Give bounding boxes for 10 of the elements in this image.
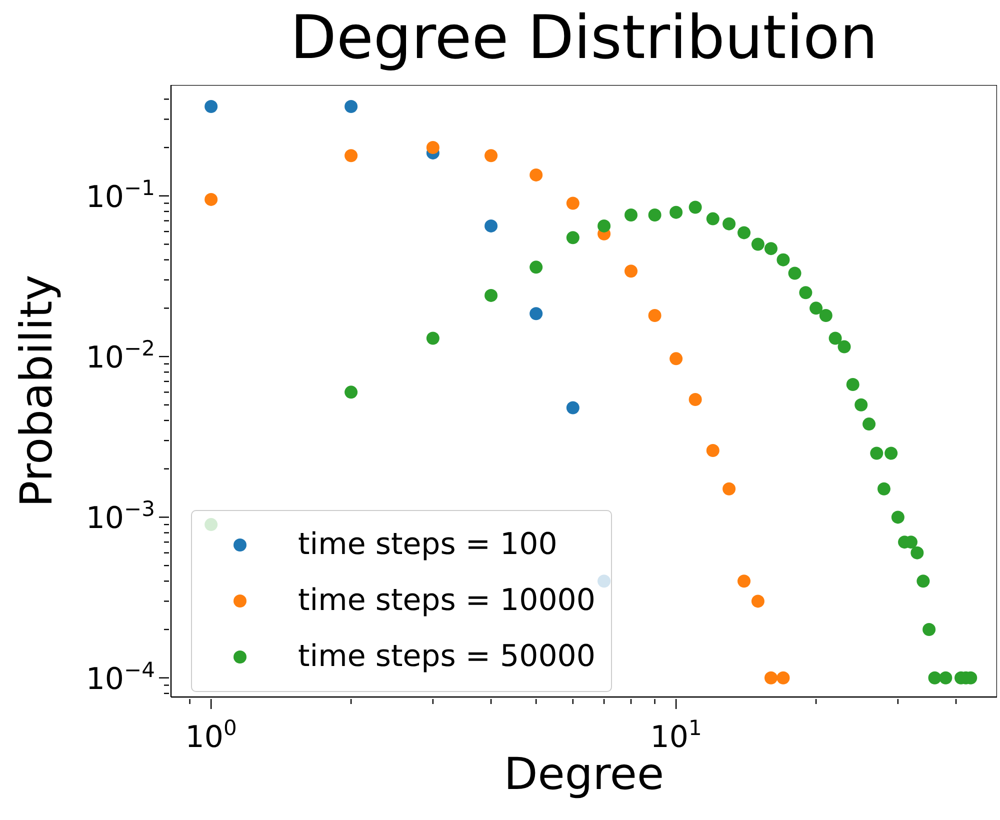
legend-label: time steps = 10000: [298, 582, 596, 620]
chart-title: Degree Distribution: [289, 2, 879, 75]
legend-label: time steps = 100: [298, 526, 558, 564]
y-tick-label: 10$^{−1}$: [86, 176, 155, 215]
y-axis-title: Probability: [12, 274, 63, 508]
legend-label: time steps = 50000: [298, 638, 596, 676]
y-tick-label: 10$^{−3}$: [86, 497, 155, 536]
x-tick-label: 10$^{0}$: [185, 716, 237, 755]
y-tick-label: 10$^{−4}$: [86, 658, 155, 697]
y-tick-label: 10$^{−2}$: [86, 336, 155, 376]
